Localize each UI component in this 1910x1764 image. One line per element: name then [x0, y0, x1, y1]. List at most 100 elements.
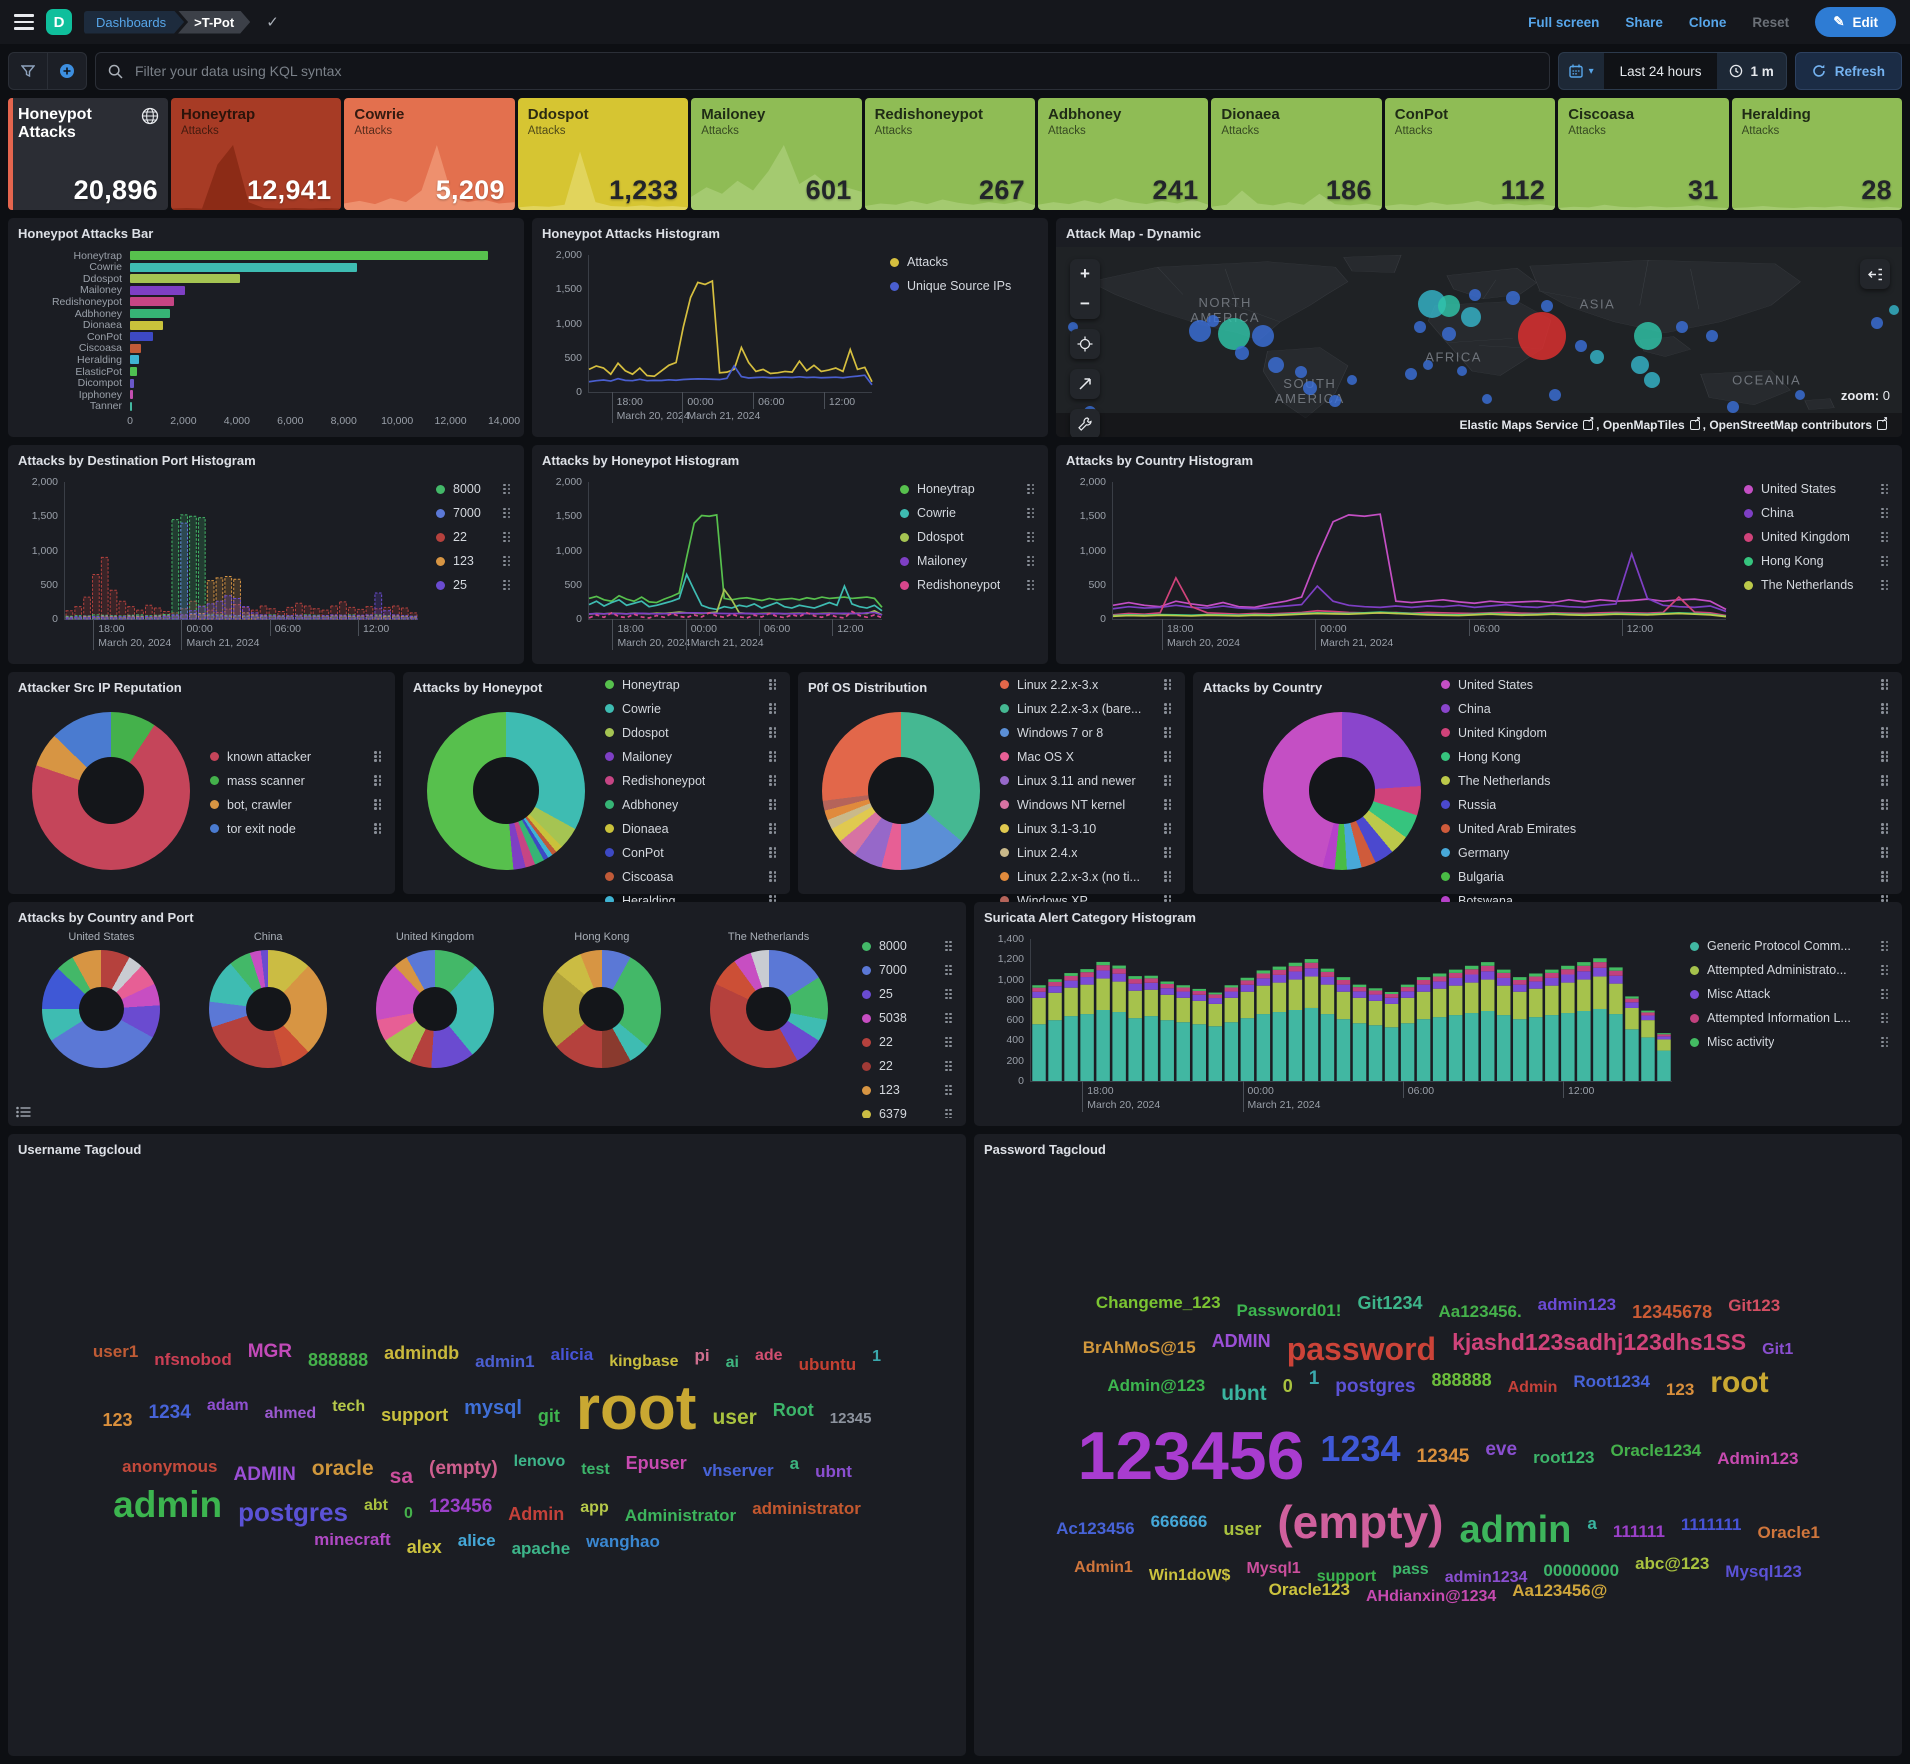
attack-bubble[interactable] [1347, 375, 1358, 385]
bar-row[interactable]: Heralding [20, 354, 504, 366]
legend-item[interactable]: Linux 3.11 and newer [1000, 774, 1173, 788]
tag-word[interactable]: 123 [1665, 1379, 1695, 1399]
tag-word[interactable]: apache [511, 1538, 571, 1558]
attack-bubble[interactable] [1067, 321, 1078, 332]
bar-row[interactable]: Adbhoney [20, 308, 504, 320]
tag-word[interactable]: 1111111 [1680, 1514, 1742, 1534]
tag-word[interactable]: test [581, 1461, 610, 1478]
legend-item[interactable]: 5038 [861, 1011, 954, 1025]
legend-menu-icon[interactable] [1164, 751, 1173, 762]
legend-item[interactable]: 6379 [861, 1107, 954, 1118]
tag-word[interactable]: postgres [238, 1497, 348, 1528]
tag-word[interactable]: Changeme_123 [1095, 1292, 1221, 1312]
legend-menu-icon[interactable] [1164, 871, 1173, 882]
legend-menu-icon[interactable] [1881, 727, 1890, 738]
legend-menu-icon[interactable] [374, 751, 383, 762]
attack-bubble[interactable] [1574, 339, 1587, 352]
bar-row[interactable]: Honeytrap [20, 250, 504, 262]
metric-tile[interactable]: ConPot Attacks 112 [1384, 98, 1556, 210]
tag-word[interactable]: Password01! [1236, 1300, 1342, 1320]
tag-word[interactable]: minecraft [314, 1529, 391, 1549]
legend-menu-icon[interactable] [945, 1108, 954, 1118]
legend-menu-icon[interactable] [1881, 507, 1890, 519]
tag-word[interactable]: 123456 [428, 1495, 493, 1517]
legend-menu-icon[interactable] [1881, 847, 1890, 858]
tag-word[interactable]: pi [694, 1345, 710, 1365]
metric-tile[interactable]: Redishoneypot Attacks 267 [864, 98, 1035, 210]
legend-item[interactable]: Cowrie [605, 702, 778, 716]
tag-word[interactable]: ubuntu [798, 1354, 857, 1374]
legend-item[interactable]: Ciscoasa [605, 870, 778, 884]
attack-bubble[interactable] [1644, 372, 1661, 388]
legend-item[interactable]: 8000 [436, 482, 512, 496]
tag-word[interactable]: ubnt [1221, 1382, 1267, 1406]
tag-word[interactable]: alice [457, 1530, 496, 1550]
attack-bubble[interactable] [1413, 320, 1426, 333]
legend-menu-icon[interactable] [1027, 555, 1036, 567]
tag-word[interactable]: mysql [464, 1397, 522, 1420]
attack-bubble[interactable] [1235, 346, 1250, 361]
attack-bubble[interactable] [1505, 291, 1520, 306]
tag-word[interactable]: ai [725, 1354, 739, 1372]
tag-word[interactable]: support [381, 1404, 449, 1425]
attack-bubble[interactable] [1590, 350, 1605, 365]
legend-menu-icon[interactable] [1164, 847, 1173, 858]
tag-word[interactable]: nfsnobod [154, 1349, 232, 1369]
legend-item[interactable]: Generic Protocol Comm... [1690, 939, 1890, 953]
legend-menu-icon[interactable] [503, 483, 512, 495]
tag-word[interactable]: a [789, 1454, 800, 1474]
tag-word[interactable]: admin [113, 1484, 223, 1526]
attack-bubble[interactable] [1676, 320, 1689, 333]
attack-bubble[interactable] [1468, 288, 1481, 301]
tag-word[interactable]: ADMIN [233, 1464, 296, 1486]
legend-menu-icon[interactable] [769, 847, 778, 858]
legend-menu-icon[interactable] [945, 1036, 954, 1048]
legend-menu-icon[interactable] [1027, 579, 1036, 591]
legend-menu-icon[interactable] [1881, 555, 1890, 567]
legend-item[interactable]: Honeytrap [900, 482, 1036, 496]
legend-menu-icon[interactable] [1881, 1012, 1890, 1024]
tag-word[interactable]: admin1234 [1444, 1569, 1528, 1587]
bar-row[interactable]: Dionaea [20, 319, 504, 331]
legend-menu-icon[interactable] [503, 579, 512, 591]
legend-menu-icon[interactable] [503, 555, 512, 567]
tag-word[interactable]: 1234 [1320, 1428, 1401, 1470]
pie-chart[interactable] [427, 711, 585, 870]
attack-bubble[interactable] [1540, 299, 1553, 312]
bar-row[interactable]: Cowrie [20, 261, 504, 273]
pie-chart[interactable] [209, 950, 328, 1068]
legend-item[interactable]: 22 [436, 530, 512, 544]
legend-menu-icon[interactable] [1881, 1036, 1890, 1048]
tag-word[interactable]: oracle [311, 1456, 374, 1480]
attack-bubble[interactable] [1549, 389, 1562, 402]
tag-word[interactable]: wanghao [586, 1531, 660, 1551]
tag-word[interactable]: Admin123 [1717, 1449, 1799, 1469]
tag-word[interactable]: Admin [1507, 1379, 1558, 1397]
clone-link[interactable]: Clone [1688, 14, 1727, 30]
legend-menu-icon[interactable] [769, 799, 778, 810]
legend-item[interactable]: Misc Attack [1690, 987, 1890, 1001]
legend-menu-icon[interactable] [1881, 964, 1890, 976]
tag-word[interactable]: root [575, 1374, 697, 1444]
tag-word[interactable]: root [1710, 1366, 1769, 1400]
tag-word[interactable]: admindb [384, 1343, 460, 1364]
attack-bubble[interactable] [1442, 327, 1457, 342]
tag-word[interactable]: Win1doW$ [1148, 1567, 1231, 1585]
metric-tile[interactable]: Adbhoney Attacks 241 [1037, 98, 1209, 210]
tag-word[interactable]: Mysql123 [1725, 1562, 1802, 1582]
legend-menu-icon[interactable] [769, 703, 778, 714]
legend-item[interactable]: Ddospot [605, 726, 778, 740]
legend-menu-icon[interactable] [769, 823, 778, 834]
bar-row[interactable]: ConPot [20, 331, 504, 343]
pie-chart[interactable] [375, 950, 494, 1068]
metric-tile[interactable]: Honeytrap Attacks 12,941 [171, 98, 342, 210]
tag-word[interactable]: Git1234 [1357, 1293, 1423, 1314]
tag-word[interactable]: alicia [550, 1344, 594, 1364]
tag-word[interactable]: Oracle1234 [1610, 1441, 1702, 1461]
legend-menu-icon[interactable] [1881, 531, 1890, 543]
tag-word[interactable]: 1 [872, 1348, 882, 1366]
legend-menu-icon[interactable] [1164, 703, 1173, 714]
map-expand-button[interactable] [1070, 369, 1100, 399]
full-screen-link[interactable]: Full screen [1528, 14, 1600, 30]
legend-menu-icon[interactable] [1881, 775, 1890, 786]
